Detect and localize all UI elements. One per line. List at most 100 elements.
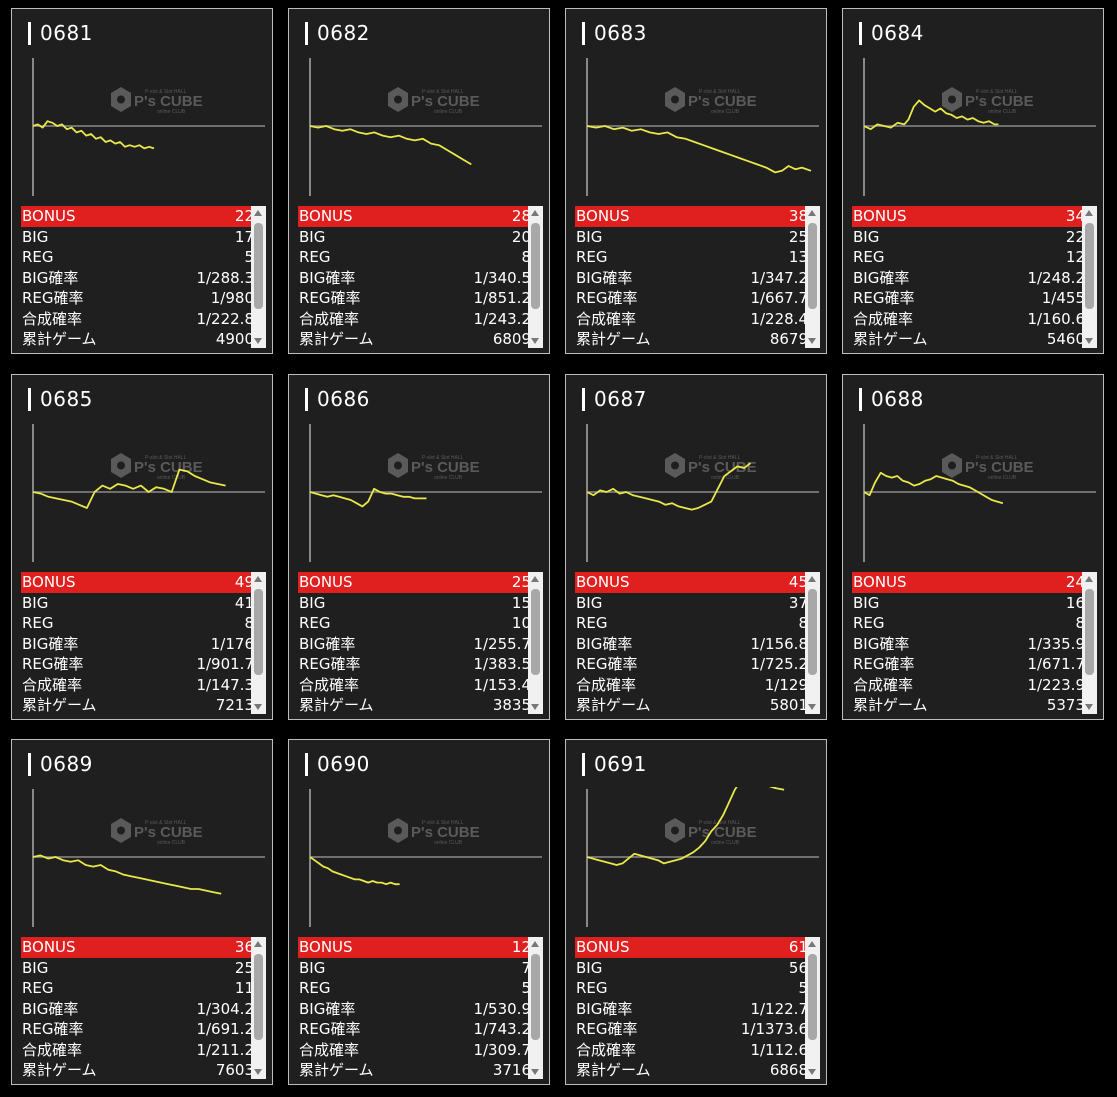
- stat-row-reg: REG 8: [21, 613, 266, 634]
- title-accent-bar: [28, 21, 31, 45]
- scroll-up-arrow-icon[interactable]: [808, 576, 816, 582]
- stats-scrollbar[interactable]: [528, 937, 543, 1079]
- stat-label: REG確率: [22, 1020, 84, 1038]
- stat-label: BIG: [576, 227, 603, 246]
- stat-value: 25: [788, 227, 808, 246]
- scroll-down-arrow-icon[interactable]: [1085, 704, 1093, 710]
- title-accent-bar: [582, 21, 585, 45]
- stat-label: 合成確率: [299, 309, 360, 328]
- scroll-up-arrow-icon[interactable]: [254, 576, 262, 582]
- stat-row-total-games: 累計ゲーム 7603: [21, 1060, 266, 1081]
- stats-scrollbar[interactable]: [805, 206, 820, 348]
- scroll-down-arrow-icon[interactable]: [531, 704, 539, 710]
- title-accent-bar: [582, 387, 585, 411]
- stat-value: 1/304.2: [196, 999, 254, 1018]
- stat-row-big: BIG 25: [21, 958, 266, 979]
- stat-value: 22: [234, 207, 254, 225]
- payout-line: [32, 120, 155, 150]
- scroll-down-arrow-icon[interactable]: [254, 338, 262, 344]
- scroll-up-arrow-icon[interactable]: [808, 210, 816, 216]
- scrollbar-thumb[interactable]: [531, 223, 540, 309]
- machine-card[interactable]: 0691 P's CUBE P-slot & Slot HALL online CLU…: [565, 739, 827, 1085]
- scrollbar-thumb[interactable]: [531, 954, 540, 1040]
- scroll-down-arrow-icon[interactable]: [254, 1069, 262, 1075]
- stat-value: 7213: [215, 696, 254, 714]
- scroll-up-arrow-icon[interactable]: [254, 210, 262, 216]
- scroll-down-arrow-icon[interactable]: [808, 338, 816, 344]
- stat-label: BIG: [853, 593, 880, 612]
- machine-title: 0681: [28, 21, 93, 45]
- scrollbar-thumb[interactable]: [1085, 223, 1094, 309]
- scroll-down-arrow-icon[interactable]: [531, 1069, 539, 1075]
- payout-line: [586, 787, 785, 866]
- stat-label: 合成確率: [22, 309, 83, 328]
- stats-scrollbar[interactable]: [528, 206, 543, 348]
- scrollbar-thumb[interactable]: [808, 589, 817, 675]
- stat-row-bonus: BONUS 61: [575, 937, 820, 958]
- stat-row-bonus: BONUS 38: [575, 206, 820, 227]
- machine-number: 0685: [40, 387, 93, 411]
- scrollbar-thumb[interactable]: [254, 223, 263, 309]
- machine-number: 0683: [594, 21, 647, 45]
- stat-label: REG: [299, 979, 331, 997]
- stat-row-big-rate: BIG確率 1/248.2: [852, 268, 1097, 289]
- stat-label: BONUS: [22, 938, 76, 956]
- stats-scrollbar[interactable]: [805, 572, 820, 714]
- scroll-up-arrow-icon[interactable]: [531, 941, 539, 947]
- stat-label: 累計ゲーム: [299, 330, 374, 348]
- scroll-up-arrow-icon[interactable]: [531, 576, 539, 582]
- stats-scrollbar[interactable]: [251, 572, 266, 714]
- machine-card[interactable]: 0689 P's CUBE P-slot & Slot HALL online CLU…: [11, 739, 273, 1085]
- stats-scrollbar[interactable]: [528, 572, 543, 714]
- stat-row-reg-rate: REG確率 1/383.5: [298, 654, 543, 675]
- machine-card[interactable]: 0684 P's CUBE P-slot & Slot HALL online CLU…: [842, 8, 1104, 354]
- machine-title: 0684: [859, 21, 924, 45]
- stat-value: 5801: [769, 696, 808, 714]
- machine-card[interactable]: 0687 P's CUBE P-slot & Slot HALL online CLU…: [565, 374, 827, 720]
- scrollbar-thumb[interactable]: [808, 954, 817, 1040]
- machine-card[interactable]: 0681 P's CUBE P-slot & Slot HALL online CLU…: [11, 8, 273, 354]
- scrollbar-thumb[interactable]: [531, 589, 540, 675]
- stat-label: 累計ゲーム: [853, 330, 928, 348]
- scroll-down-arrow-icon[interactable]: [1085, 338, 1093, 344]
- title-accent-bar: [582, 752, 585, 776]
- cube-logo-hole: [948, 95, 956, 104]
- stat-value: 1/980: [210, 289, 254, 307]
- stat-row-reg-rate: REG確率 1/671.7: [852, 654, 1097, 675]
- stat-row-combined-rate: 合成確率 1/160.6: [852, 309, 1097, 330]
- machine-card[interactable]: 0683 P's CUBE P-slot & Slot HALL online CLU…: [565, 8, 827, 354]
- scroll-down-arrow-icon[interactable]: [808, 1069, 816, 1075]
- scroll-up-arrow-icon[interactable]: [254, 941, 262, 947]
- machine-card[interactable]: 0688 P's CUBE P-slot & Slot HALL online CLU…: [842, 374, 1104, 720]
- stat-label: BONUS: [299, 573, 353, 591]
- scroll-up-arrow-icon[interactable]: [1085, 576, 1093, 582]
- scrollbar-thumb[interactable]: [254, 589, 263, 675]
- stat-value: 1/671.7: [1027, 655, 1085, 673]
- stats-scrollbar[interactable]: [251, 937, 266, 1079]
- machine-card[interactable]: 0682 P's CUBE P-slot & Slot HALL online CLU…: [288, 8, 550, 354]
- stats-table: BONUS 25 BIG 15 REG 10 BIG確率 1/255.7 REG確率 1/383.…: [298, 572, 543, 714]
- scrollbar-thumb[interactable]: [1085, 589, 1094, 675]
- stat-value: 41: [234, 593, 254, 612]
- stats-scrollbar[interactable]: [805, 937, 820, 1079]
- stat-label: REG確率: [853, 655, 915, 673]
- stats-scrollbar[interactable]: [1082, 206, 1097, 348]
- scroll-up-arrow-icon[interactable]: [808, 941, 816, 947]
- scroll-up-arrow-icon[interactable]: [1085, 210, 1093, 216]
- machine-card[interactable]: 0690 P's CUBE P-slot & Slot HALL online CLU…: [288, 739, 550, 1085]
- stat-row-big-rate: BIG確率 1/304.2: [21, 999, 266, 1020]
- stats-scrollbar[interactable]: [251, 206, 266, 348]
- scroll-down-arrow-icon[interactable]: [254, 704, 262, 710]
- machine-card[interactable]: 0685 P's CUBE P-slot & Slot HALL online CLU…: [11, 374, 273, 720]
- scrollbar-thumb[interactable]: [254, 954, 263, 1040]
- stat-value: 1/383.5: [473, 655, 531, 673]
- stats-scrollbar[interactable]: [1082, 572, 1097, 714]
- machine-card[interactable]: 0686 P's CUBE P-slot & Slot HALL online CLU…: [288, 374, 550, 720]
- scroll-down-arrow-icon[interactable]: [808, 704, 816, 710]
- scroll-up-arrow-icon[interactable]: [531, 210, 539, 216]
- scroll-down-arrow-icon[interactable]: [531, 338, 539, 344]
- scrollbar-thumb[interactable]: [808, 223, 817, 309]
